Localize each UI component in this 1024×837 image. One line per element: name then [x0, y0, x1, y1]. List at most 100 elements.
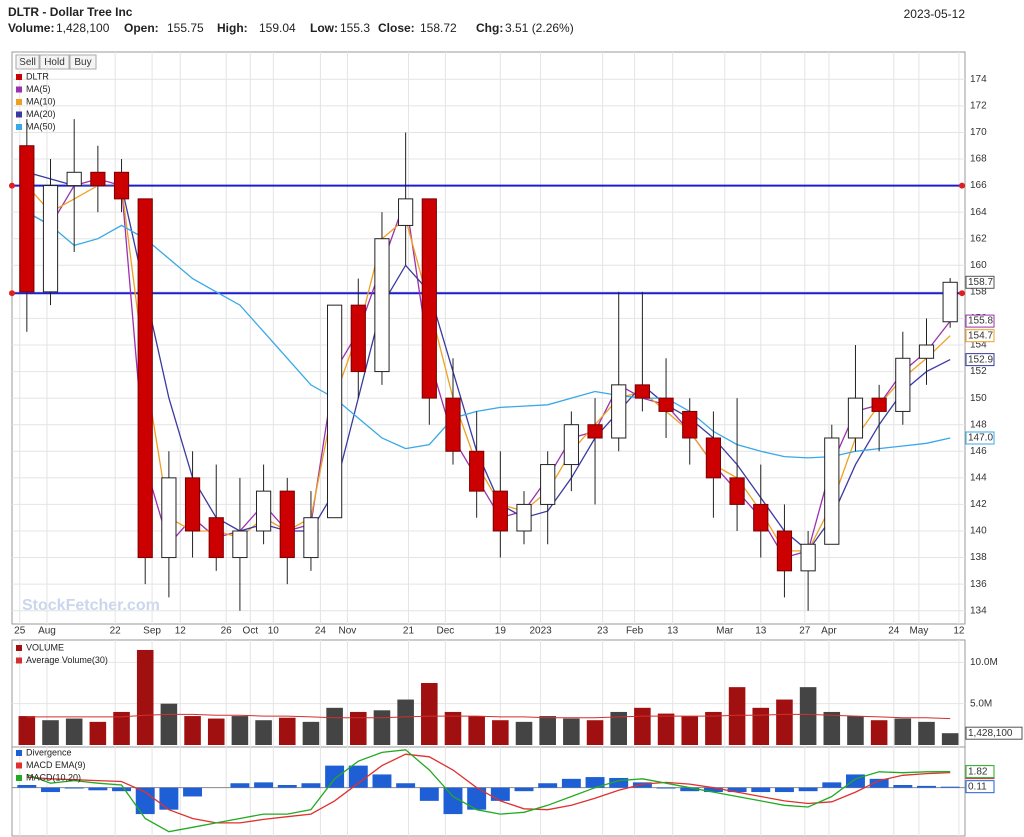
candle-body: [540, 464, 556, 505]
candle-body: [327, 304, 343, 519]
last-value-box: [965, 353, 995, 367]
divergence-bar: [869, 778, 889, 788]
volume-bar: [160, 703, 178, 745]
last-value-label: 158.7: [968, 277, 993, 288]
y-tick-label: 148: [970, 419, 987, 430]
candle-body: [113, 171, 130, 200]
divergence-bar: [41, 787, 60, 793]
divergence-bar: [490, 787, 510, 801]
x-tick-label: Oct: [243, 626, 259, 637]
candle-body: [492, 490, 508, 532]
volume-bar: [136, 649, 154, 745]
candle-body: [232, 530, 248, 559]
candle-body: [90, 171, 106, 187]
volume-bar: [421, 683, 438, 745]
y-tick-label: 138: [970, 552, 987, 563]
macd-line: [26, 749, 951, 833]
volume-bar: [113, 711, 130, 745]
divergence-bar: [632, 782, 652, 788]
y-tick-label: 154: [970, 340, 987, 351]
average-volume-line: [26, 713, 951, 720]
volume-bar: [302, 721, 320, 745]
candle-body: [279, 490, 295, 559]
watermark: StockFetcher.com: [22, 597, 160, 614]
candle-body: [634, 384, 650, 399]
level-end: [959, 290, 965, 297]
volume-bar: [657, 713, 675, 745]
y-tick-label: 146: [970, 446, 987, 457]
x-tick-label: Mar: [716, 626, 734, 637]
macd-line: [26, 753, 951, 824]
legend-swatch: [16, 645, 22, 651]
candle-body: [895, 357, 911, 412]
volume-bar: [278, 717, 296, 745]
candle-body: [871, 397, 887, 412]
field-value: 159.04: [259, 21, 296, 35]
candle-body: [800, 543, 816, 572]
field-label: Low:: [310, 21, 338, 35]
volume-bar: [255, 720, 272, 745]
button[interactable]: [69, 54, 97, 70]
divergence-bar: [443, 787, 463, 815]
last-value-box: [965, 329, 995, 343]
volume-bar: [705, 711, 722, 745]
candle-body: [516, 503, 532, 532]
x-tick-label: Dec: [437, 626, 455, 637]
divergence-bar: [893, 785, 913, 788]
last-value-box: [965, 431, 995, 445]
volume-panel: [11, 639, 966, 748]
y-tick-label: 162: [970, 233, 987, 244]
x-tick-label: 24: [315, 626, 327, 637]
divergence-bar: [467, 787, 487, 810]
candle-body: [918, 344, 935, 359]
volume-bar: [586, 720, 604, 745]
volume-bar: [634, 707, 651, 745]
volume-bar: [941, 733, 959, 745]
volume-bar: [823, 711, 841, 745]
y-tick-label: 140: [970, 526, 987, 537]
divergence-bar: [159, 787, 179, 810]
divergence-bar: [419, 787, 439, 801]
legend-swatch: [16, 86, 22, 93]
x-tick-label: 12: [175, 626, 187, 637]
last-value-box: [965, 765, 995, 779]
x-tick-label: 13: [755, 626, 767, 637]
field-label: Chg:: [476, 21, 503, 35]
candle-body: [303, 517, 319, 559]
candle-body: [19, 145, 35, 293]
button-label[interactable]: Sell: [19, 57, 36, 68]
candle-body: [184, 477, 201, 532]
moving-average: [26, 171, 951, 552]
x-tick-label: 26: [221, 626, 233, 637]
button-label[interactable]: Hold: [44, 57, 65, 68]
field-label: Open:: [124, 21, 159, 35]
last-value-label: 152.9: [968, 354, 993, 365]
volume-bar: [397, 699, 414, 745]
divergence-bar: [680, 787, 700, 792]
volume-bar: [65, 718, 83, 745]
divergence-bar: [112, 787, 132, 792]
divergence-bar: [396, 783, 416, 788]
button-label[interactable]: Buy: [74, 57, 91, 68]
divergence-bar: [64, 787, 84, 789]
legend-label: MA(20): [26, 109, 56, 119]
volume-bar: [326, 707, 343, 745]
divergence-bar: [301, 783, 321, 788]
volume-bar: [870, 720, 888, 745]
last-value-label: 0.11: [968, 781, 987, 792]
x-tick-label: May: [909, 626, 928, 637]
divergence-bar: [940, 786, 960, 788]
y-tick-label: 158: [970, 287, 987, 298]
button[interactable]: [15, 54, 40, 70]
legend-swatch: [16, 657, 22, 664]
volume-bar: [350, 711, 367, 745]
x-tick-label: 25: [14, 626, 26, 637]
divergence-bar: [254, 782, 274, 788]
legend-swatch: [16, 74, 22, 80]
volume-bar: [681, 716, 699, 745]
divergence-bar: [277, 785, 297, 788]
y-tick-label: 150: [970, 393, 987, 404]
candle-body: [469, 450, 485, 492]
volume-bar: [799, 687, 817, 745]
